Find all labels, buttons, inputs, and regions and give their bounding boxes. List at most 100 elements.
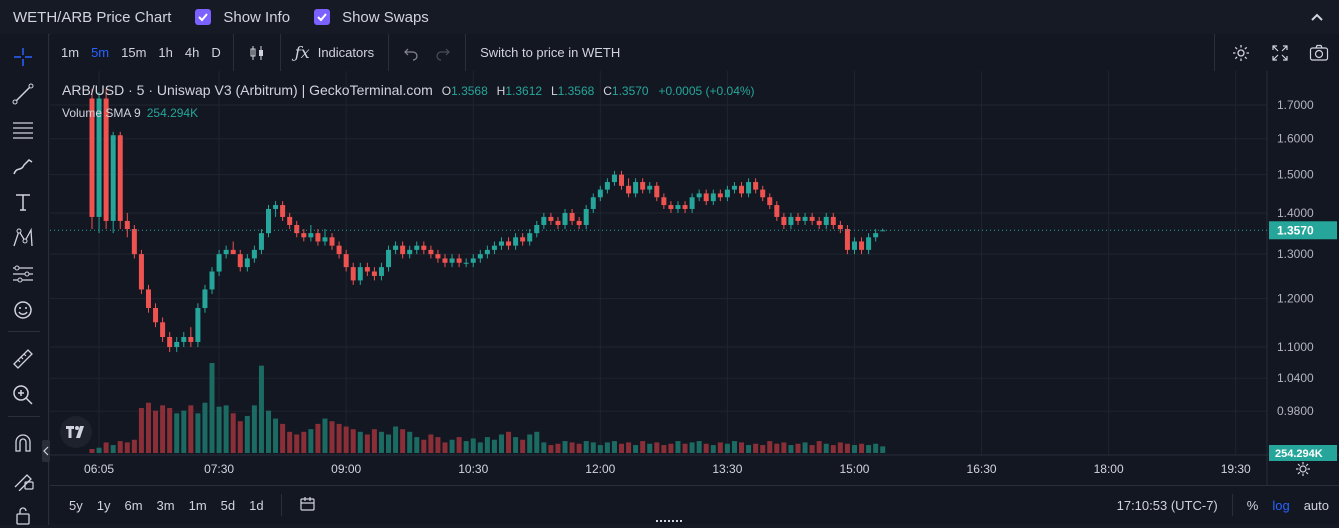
redo-button[interactable]: [427, 34, 459, 71]
range-6m[interactable]: 6m: [124, 497, 143, 513]
settings-button[interactable]: [1221, 34, 1261, 71]
time-tick-label: 09:00: [331, 462, 361, 476]
candle-body: [562, 212, 568, 225]
candle: [301, 229, 307, 242]
brush-icon[interactable]: [10, 153, 36, 179]
candle: [160, 317, 166, 342]
range-1y[interactable]: 1y: [96, 497, 111, 513]
candle-body: [513, 237, 519, 246]
volume-bar: [378, 431, 384, 453]
price-tick-label: 1.4000: [1277, 206, 1314, 220]
screenshot-button[interactable]: [1299, 34, 1339, 71]
candle-body: [696, 193, 702, 198]
legend-high-value: 1.3612: [505, 84, 543, 98]
candle: [336, 241, 342, 259]
undo-button[interactable]: [395, 34, 427, 71]
candle: [703, 189, 709, 206]
range-3m[interactable]: 3m: [156, 497, 175, 513]
pattern-icon[interactable]: [10, 225, 36, 251]
candle-body: [477, 254, 483, 259]
volume-bar: [626, 442, 632, 453]
volume-bar: [569, 442, 575, 453]
candle: [449, 254, 455, 268]
auto-toggle[interactable]: auto: [1303, 497, 1329, 513]
timeframe-1m[interactable]: 1m: [61, 45, 80, 60]
volume-bar: [124, 442, 130, 453]
candle-body: [421, 245, 427, 250]
candle-body: [590, 197, 596, 209]
candle-body: [661, 197, 667, 206]
prediction-icon[interactable]: [10, 261, 36, 287]
function-icon: ƒx: [294, 43, 310, 62]
volume-bar: [407, 431, 413, 453]
chart-type-button[interactable]: [240, 34, 274, 71]
switch-price-button[interactable]: Switch to price in WETH: [480, 45, 621, 60]
resize-handle-icon[interactable]: [655, 519, 685, 523]
lock-icon[interactable]: [10, 502, 36, 528]
volume-bar: [548, 445, 554, 453]
range-1m[interactable]: 1m: [188, 497, 207, 513]
volume-value: 254.294K: [146, 106, 199, 120]
candle: [774, 201, 780, 221]
volume-bar: [795, 443, 801, 453]
volume-bar: [400, 429, 406, 453]
candle: [873, 229, 879, 242]
chart-svg[interactable]: 1.7000 1.6000 1.5000 1.4000 1.3000 1.2000 1.10…: [50, 71, 1339, 485]
volume-bar: [837, 442, 843, 453]
candle: [604, 178, 610, 194]
chevron-up-icon[interactable]: [1309, 9, 1325, 25]
fib-retracement-icon[interactable]: [10, 117, 36, 143]
volume-bar: [167, 408, 173, 453]
show-swaps-checkbox[interactable]: Show Swaps: [314, 9, 429, 26]
show-info-checkbox[interactable]: Show Info: [195, 9, 290, 26]
log-toggle[interactable]: log: [1272, 497, 1290, 513]
emoji-icon[interactable]: [10, 297, 36, 323]
price-chart[interactable]: 1.7000 1.6000 1.5000 1.4000 1.3000 1.2000 1.10…: [50, 71, 1339, 485]
candle: [273, 201, 279, 217]
candle-body: [619, 174, 624, 186]
gear-icon: [1233, 44, 1249, 61]
timeframe-4h[interactable]: 4h: [184, 45, 200, 60]
tradingview-logo-icon[interactable]: [60, 416, 92, 448]
time-tick-label: 18:00: [1094, 462, 1124, 476]
text-tool-icon[interactable]: [10, 189, 36, 215]
volume-bar: [619, 443, 624, 453]
candle-body: [160, 322, 166, 337]
candle-body: [287, 216, 293, 225]
zoom-in-icon[interactable]: [10, 382, 36, 408]
indicators-button[interactable]: ƒx Indicators: [287, 34, 382, 71]
timeframe-d[interactable]: D: [211, 45, 221, 60]
timeframe-1h[interactable]: 1h: [158, 45, 173, 60]
volume-bar: [117, 441, 123, 453]
trend-line-icon[interactable]: [10, 81, 36, 107]
candle: [781, 212, 787, 230]
volume-bar: [633, 445, 639, 453]
fullscreen-button[interactable]: [1261, 34, 1299, 71]
timeframe-5m[interactable]: 5m: [91, 45, 110, 60]
candle-body: [343, 254, 349, 268]
candle-body: [576, 220, 582, 225]
price-tick-label: 1.6000: [1277, 132, 1314, 146]
candle: [124, 212, 130, 238]
magnet-icon[interactable]: [10, 430, 36, 456]
volume-label: Volume SMA 9: [62, 106, 141, 120]
range-5d[interactable]: 5d: [220, 497, 236, 513]
go-to-date-button[interactable]: [292, 495, 324, 516]
candle: [364, 262, 370, 276]
range-1d[interactable]: 1d: [249, 497, 264, 513]
crosshair-icon[interactable]: [10, 44, 36, 70]
candle-body: [746, 182, 752, 194]
candle: [181, 332, 187, 348]
candle-body: [294, 224, 300, 234]
range-5y[interactable]: 5y: [69, 497, 83, 513]
timeframe-15m[interactable]: 15m: [121, 45, 147, 60]
lock-drawing-icon[interactable]: [10, 466, 36, 492]
candle: [767, 193, 773, 209]
ruler-icon[interactable]: [10, 346, 36, 372]
candle: [442, 254, 448, 268]
candle: [555, 216, 561, 230]
volume-bar: [386, 434, 392, 453]
percent-toggle[interactable]: %: [1246, 497, 1259, 513]
volume-bar: [343, 426, 349, 453]
collapse-toolbar-button[interactable]: [42, 440, 50, 462]
